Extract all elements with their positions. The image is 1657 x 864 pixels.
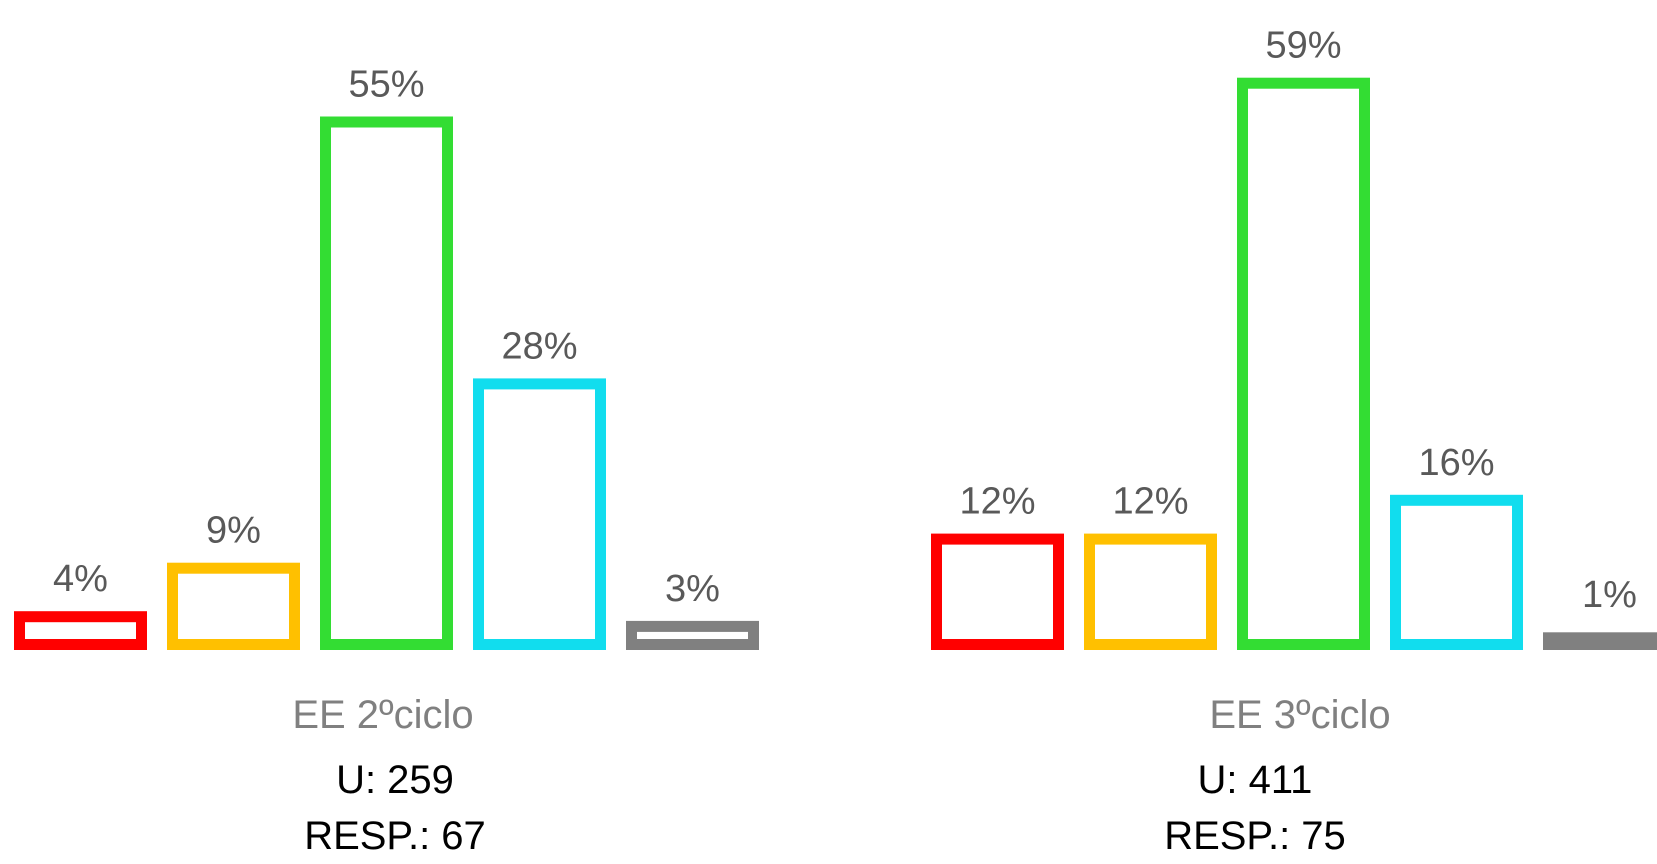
data-label-2-1: 12% <box>959 481 1035 523</box>
chart-ee-2-ciclo: 4% 9% 55% 28% 3% EE 2ºciclo <box>14 64 759 737</box>
data-label-2-3: 59% <box>1265 25 1341 67</box>
data-label-1-1: 4% <box>53 558 108 600</box>
bar-2-2 <box>1084 533 1217 650</box>
bar-1-4 <box>473 378 606 650</box>
data-label-1-2: 9% <box>206 510 261 552</box>
bar-1-2 <box>167 562 300 651</box>
bar-2-1 <box>931 533 1064 650</box>
bar-1-5 <box>626 620 759 651</box>
bar-1-3 <box>320 116 453 650</box>
chart-1-footer: U: 259 RESP.: 67 <box>195 752 595 864</box>
chart-ee-3-ciclo: 12% 12% 59% 16% 1% EE 3ºciclo <box>931 25 1657 737</box>
category-axis-label-2: EE 3ºciclo <box>1209 693 1390 737</box>
users-count-2-ciclo: U: 259 <box>336 758 454 802</box>
data-label-2-5: 1% <box>1582 574 1637 616</box>
responses-count-3-ciclo: RESP.: 75 <box>1164 814 1346 858</box>
bar-2-4 <box>1390 494 1523 650</box>
bar-2-5 <box>1543 632 1657 650</box>
users-count-3-ciclo: U: 411 <box>1197 758 1313 802</box>
bar-2-3 <box>1237 77 1370 650</box>
bar-1-1 <box>14 611 147 651</box>
chart-2-footer: U: 411 RESP.: 75 <box>1055 752 1455 864</box>
data-label-2-4: 16% <box>1418 442 1494 484</box>
category-axis-label-1: EE 2ºciclo <box>292 693 473 737</box>
responses-count-2-ciclo: RESP.: 67 <box>304 814 486 858</box>
data-label-2-2: 12% <box>1112 481 1188 523</box>
data-label-1-3: 55% <box>348 64 424 106</box>
data-label-1-5: 3% <box>665 568 720 610</box>
data-label-1-4: 28% <box>501 325 577 367</box>
